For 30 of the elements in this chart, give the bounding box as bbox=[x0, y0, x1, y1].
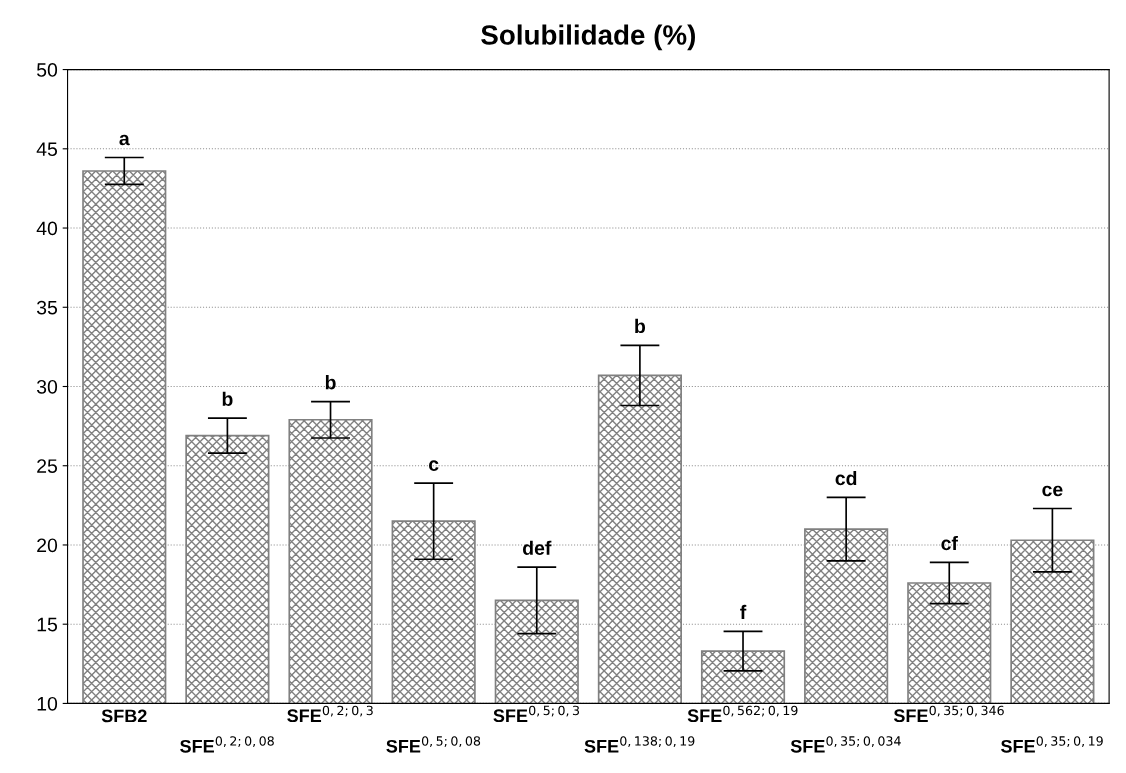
annotation: c bbox=[429, 460, 439, 471]
annotation: def bbox=[522, 540, 552, 555]
annotation: cf bbox=[941, 535, 958, 551]
chart-title: Solubilidade (%) bbox=[481, 24, 695, 51]
x-tick-label: SFB2 bbox=[101, 709, 147, 723]
y-tick-label: 10 bbox=[37, 696, 58, 711]
y-tick-label: 40 bbox=[36, 221, 58, 236]
x-tick-label: SFE$^{0,35;0,034}$ bbox=[790, 736, 901, 753]
y-tick-label: 25 bbox=[37, 459, 58, 473]
annotation: b bbox=[635, 318, 646, 334]
x-tick-label: SFE$^{0,2;0,08}$ bbox=[180, 736, 274, 753]
x-tick-label: SFE$^{0,562;0,19}$ bbox=[687, 705, 798, 723]
annotation: b bbox=[222, 391, 233, 407]
x-tick-label: SFE$^{0,138;0,19}$ bbox=[584, 736, 695, 753]
y-tick-label: 15 bbox=[37, 617, 58, 632]
y-tick-label: 30 bbox=[36, 379, 58, 394]
y-tick-label: 50 bbox=[36, 63, 58, 77]
x-tick-label: SFE$^{0,35;0,346}$ bbox=[893, 705, 1004, 723]
annotation: ce bbox=[1042, 485, 1063, 497]
x-tick-label: SFE$^{0,35;0,19}$ bbox=[1001, 736, 1103, 753]
y-tick-label: 35 bbox=[36, 300, 58, 315]
x-tick-label: SFE$^{0,5;0,08}$ bbox=[386, 736, 481, 753]
x-tick-label: SFE$^{0,2;0,3}$ bbox=[287, 705, 373, 723]
annotation: f bbox=[740, 604, 747, 619]
x-tick-label: SFE$^{0,5;0,3}$ bbox=[493, 705, 580, 723]
y-tick-label: 45 bbox=[36, 142, 58, 157]
annotation: cd bbox=[835, 470, 857, 486]
annotation: a bbox=[119, 134, 130, 146]
annotation: b bbox=[325, 375, 336, 390]
y-tick-label: 20 bbox=[37, 538, 58, 553]
